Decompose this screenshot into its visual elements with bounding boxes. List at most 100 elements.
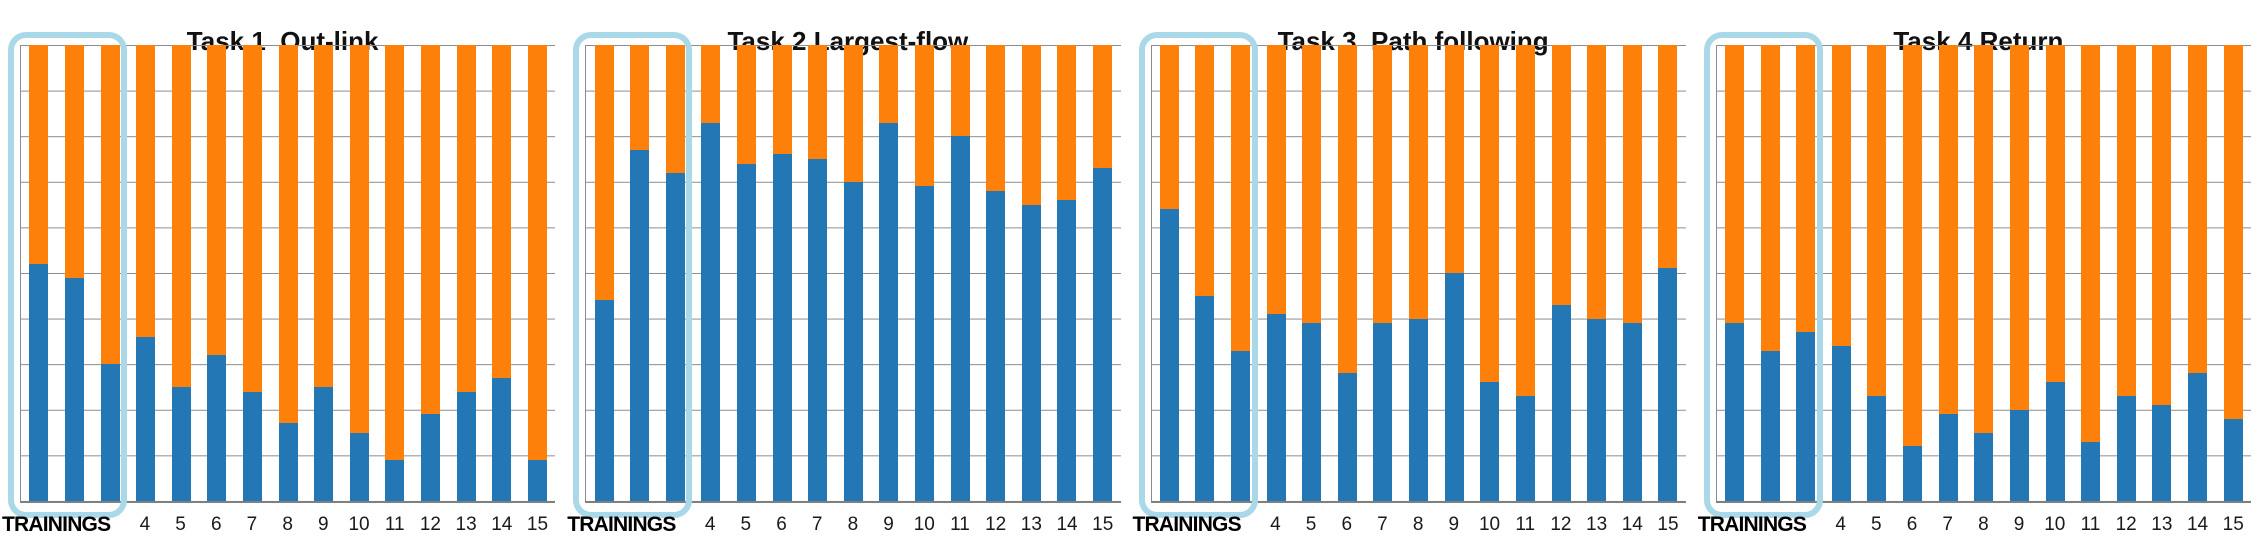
stacked-bar-2 <box>630 45 650 501</box>
x-tick-label: 13 <box>1586 514 1608 535</box>
blue-segment <box>421 414 440 501</box>
bar-slot <box>448 45 484 501</box>
x-tick-label: 9 <box>883 514 894 535</box>
orange-segment <box>1266 45 1286 315</box>
blue-segment <box>100 364 120 501</box>
blue-segment <box>1337 373 1357 501</box>
bar-slot <box>871 45 907 501</box>
bar-slot <box>270 45 306 501</box>
blue-segment <box>171 387 191 501</box>
orange-segment <box>736 45 756 164</box>
orange-segment <box>630 45 650 150</box>
blue-segment <box>736 163 756 501</box>
orange-segment <box>1831 45 1851 346</box>
bar-slot <box>1859 45 1895 501</box>
x-tick-label: 13 <box>1020 514 1042 535</box>
bar-slot <box>907 45 943 501</box>
blue-segment <box>456 391 476 501</box>
orange-segment <box>492 45 512 378</box>
orange-segment <box>1760 45 1780 351</box>
orange-segment <box>1373 45 1393 324</box>
blue-segment <box>1587 318 1607 501</box>
orange-segment <box>843 45 863 182</box>
stacked-bar-8 <box>278 45 298 501</box>
bar-slot <box>1824 45 1860 501</box>
blue-segment <box>492 377 512 501</box>
bar-slot <box>1579 45 1615 501</box>
x-tick-label: 4 <box>1270 514 1281 535</box>
bar-slot <box>1436 45 1472 501</box>
orange-segment <box>1587 45 1607 319</box>
stacked-bar-13 <box>1587 45 1607 501</box>
bar-slot <box>163 45 199 501</box>
x-tick-label: 4 <box>704 514 716 535</box>
x-tick-label: 8 <box>1412 514 1424 535</box>
orange-segment <box>2045 45 2065 383</box>
bar-slot <box>1472 45 1508 501</box>
bar-slot <box>2215 45 2251 501</box>
x-tick-label: 15 <box>1657 514 1679 535</box>
stacked-bar-5 <box>171 45 191 501</box>
orange-segment <box>456 45 476 392</box>
x-tick-label: 12 <box>1550 514 1572 535</box>
bar-slot <box>800 45 836 501</box>
bar-slot <box>199 45 235 501</box>
bar-slot <box>1614 45 1650 501</box>
bar-slot <box>2144 45 2180 501</box>
stacked-bar-8 <box>1409 45 1429 501</box>
x-tick-label: 9 <box>1448 514 1460 535</box>
stacked-bar-6 <box>1337 45 1357 501</box>
bar-slot <box>657 45 693 501</box>
x-tick-label: 9 <box>318 514 329 535</box>
blue-segment <box>1974 432 1994 501</box>
blue-segment <box>665 172 685 501</box>
x-tick-label: 14 <box>2186 514 2209 535</box>
orange-segment <box>1725 45 1745 324</box>
orange-segment <box>242 45 262 392</box>
stacked-bar-10 <box>915 45 935 501</box>
blue-segment <box>64 277 84 501</box>
orange-segment <box>1974 45 1994 433</box>
x-tick-label: 12 <box>985 514 1007 535</box>
stacked-bar-3 <box>1796 45 1816 501</box>
bar-slot <box>586 45 622 501</box>
bar-slot <box>764 45 800 501</box>
orange-segment <box>171 45 191 387</box>
orange-segment <box>207 45 227 356</box>
stacked-bar-2 <box>1195 45 1215 501</box>
orange-segment <box>2187 45 2207 374</box>
blue-segment <box>1231 350 1251 501</box>
stacked-bar-9 <box>314 45 334 501</box>
stacked-bar-14 <box>1622 45 1642 501</box>
orange-segment <box>1515 45 1535 397</box>
stacked-bar-12 <box>2116 45 2136 501</box>
x-axis-tick-row: 4 5 6 7 8 9 10 11 12 13 14 15 <box>585 512 1120 542</box>
blue-segment <box>1302 323 1322 501</box>
blue-segment <box>1938 414 1958 501</box>
bar-slot <box>341 45 377 501</box>
bar-slot <box>306 45 342 501</box>
orange-segment <box>278 45 298 424</box>
bar-slot <box>2073 45 2109 501</box>
stacked-bar-12 <box>421 45 440 501</box>
x-tick-label: 7 <box>1942 514 1953 535</box>
bar-slot <box>1049 45 1085 501</box>
x-tick-label: 15 <box>1092 514 1114 535</box>
stacked-bar-5 <box>736 45 756 501</box>
stacked-bar-10 <box>1480 45 1500 501</box>
blue-segment <box>2223 418 2243 501</box>
blue-segment <box>314 387 334 501</box>
orange-segment <box>2223 45 2243 419</box>
x-tick-label: 6 <box>1341 514 1353 535</box>
blue-segment <box>1903 446 1923 501</box>
blue-segment <box>1409 318 1429 501</box>
x-tick-label: 10 <box>2044 514 2066 535</box>
stacked-bar-6 <box>772 45 792 501</box>
bar-slot <box>57 45 93 501</box>
blue-segment <box>950 136 970 501</box>
bar-slot <box>1930 45 1966 501</box>
orange-segment <box>1021 45 1041 205</box>
stacked-bar-3 <box>1231 45 1251 501</box>
stacked-bar-7 <box>1938 45 1958 501</box>
